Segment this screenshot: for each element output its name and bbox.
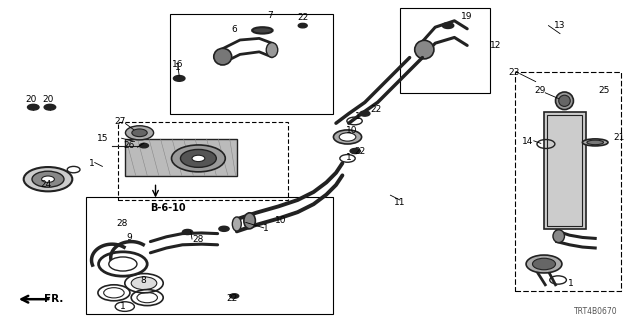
Text: 12: 12 (490, 41, 502, 50)
Text: 16: 16 (172, 60, 184, 68)
Ellipse shape (553, 230, 564, 243)
Circle shape (28, 104, 39, 110)
Circle shape (180, 149, 216, 167)
Ellipse shape (556, 92, 573, 109)
Text: 20: 20 (25, 95, 36, 104)
Text: 22: 22 (370, 105, 381, 114)
Circle shape (350, 148, 360, 154)
Circle shape (298, 23, 307, 28)
Circle shape (140, 143, 148, 148)
Ellipse shape (582, 139, 608, 146)
Bar (118, 122, 288, 200)
Circle shape (333, 130, 362, 144)
Text: 8: 8 (140, 276, 146, 285)
Text: 25: 25 (598, 86, 610, 95)
Circle shape (131, 277, 157, 290)
Ellipse shape (266, 43, 278, 57)
Text: 1: 1 (355, 112, 360, 121)
Circle shape (44, 104, 56, 110)
Circle shape (532, 258, 556, 270)
Ellipse shape (252, 27, 273, 34)
Text: 14: 14 (522, 137, 534, 146)
Text: 28: 28 (192, 236, 204, 244)
Text: TRT4B0670: TRT4B0670 (574, 307, 618, 316)
Bar (170, 14, 333, 114)
Circle shape (109, 257, 137, 271)
Text: 1: 1 (346, 153, 351, 162)
Text: 26: 26 (123, 141, 134, 150)
Text: 24: 24 (40, 180, 52, 189)
Circle shape (24, 167, 72, 191)
Text: 1: 1 (120, 302, 125, 311)
Ellipse shape (415, 40, 434, 59)
Bar (515, 72, 621, 291)
Circle shape (32, 171, 64, 187)
Circle shape (172, 145, 225, 172)
Bar (125, 139, 237, 176)
Bar (400, 8, 490, 93)
Text: 1: 1 (175, 63, 181, 72)
Circle shape (360, 111, 370, 116)
Circle shape (192, 155, 205, 162)
Text: 1: 1 (263, 224, 269, 233)
Ellipse shape (244, 213, 255, 229)
Text: 7: 7 (268, 11, 273, 20)
Text: 22: 22 (227, 294, 238, 303)
Circle shape (182, 229, 193, 235)
Text: 13: 13 (554, 21, 566, 30)
Text: 22: 22 (355, 147, 366, 156)
Circle shape (219, 226, 229, 231)
Text: 11: 11 (394, 198, 406, 207)
Text: 6: 6 (232, 25, 237, 34)
Text: 1: 1 (89, 159, 95, 168)
Text: 19: 19 (461, 12, 473, 21)
Text: 10: 10 (346, 126, 357, 135)
Circle shape (125, 126, 154, 140)
Text: FR.: FR. (44, 294, 63, 304)
Circle shape (230, 294, 239, 298)
Text: 27: 27 (114, 117, 125, 126)
Bar (547, 115, 582, 226)
Circle shape (132, 129, 147, 137)
Ellipse shape (587, 140, 604, 145)
Text: 23: 23 (508, 68, 520, 76)
Bar (86, 197, 333, 314)
Text: 20: 20 (42, 95, 54, 104)
Ellipse shape (559, 95, 570, 106)
Text: B-6-10: B-6-10 (150, 203, 186, 213)
Ellipse shape (232, 217, 241, 231)
Bar (544, 112, 586, 229)
Text: 10: 10 (275, 216, 287, 225)
Circle shape (339, 133, 356, 141)
Text: 29: 29 (534, 86, 545, 95)
Text: 22: 22 (297, 13, 308, 22)
Ellipse shape (214, 48, 232, 65)
Text: 1: 1 (568, 279, 573, 288)
Text: 21: 21 (613, 133, 625, 142)
Text: 28: 28 (116, 219, 128, 228)
Text: 15: 15 (97, 134, 109, 143)
Circle shape (42, 176, 54, 182)
Circle shape (173, 76, 185, 81)
Circle shape (526, 255, 562, 273)
Text: 9: 9 (127, 233, 132, 242)
Circle shape (442, 23, 454, 28)
